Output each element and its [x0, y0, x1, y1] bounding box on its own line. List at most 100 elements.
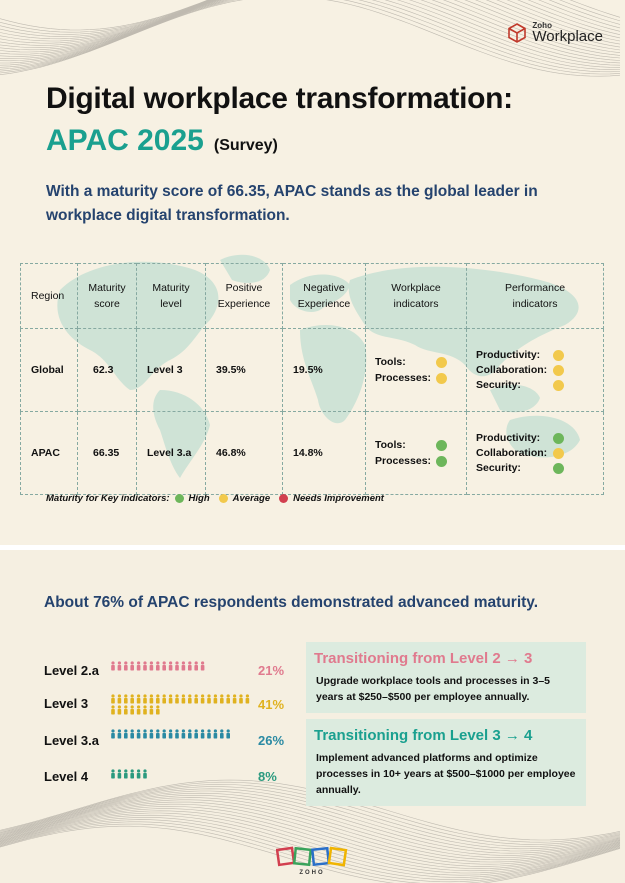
person-icon — [117, 729, 122, 739]
subtitle: With a maturity score of 66.35, APAC sta… — [46, 183, 538, 224]
person-icon — [117, 705, 122, 715]
col-score-header: Maturity score — [77, 263, 137, 329]
col-positive-header: Positive Experience — [205, 263, 283, 329]
legend-average: Average — [232, 493, 271, 504]
person-icon — [181, 661, 186, 671]
person-icon — [226, 729, 230, 739]
cell-performance-indicators: Productivity: Collaboration: Security: — [466, 328, 604, 412]
person-icon — [156, 661, 160, 671]
status-dot — [436, 356, 447, 368]
person-icon — [200, 661, 205, 671]
person-icon — [175, 694, 179, 704]
person-icon — [143, 661, 147, 671]
transition-title: Transitioning from Level 2 → 3 — [314, 650, 533, 667]
person-icon — [130, 729, 134, 739]
indicator-security: Security: — [476, 379, 564, 391]
person-icon — [149, 694, 154, 704]
table-header-row: Region Maturity score Maturity level Pos… — [20, 263, 604, 329]
person-icon — [168, 661, 173, 671]
zoho-workplace-logo[interactable]: Zoho Workplace — [506, 22, 603, 44]
person-icon — [207, 694, 211, 704]
person-icon — [245, 694, 250, 704]
indicator-productivity: Productivity: — [476, 432, 564, 444]
person-icon — [130, 705, 134, 715]
person-icon — [111, 729, 115, 739]
status-dot — [553, 447, 564, 459]
person-icon — [175, 661, 179, 671]
legend-average-dot — [218, 494, 228, 503]
person-icon — [124, 729, 128, 739]
col-workplace-header: Workplace indicators — [365, 263, 467, 329]
indicator-productivity: Productivity: — [476, 349, 564, 361]
person-icon — [117, 694, 122, 704]
person-icon — [168, 694, 173, 704]
level-label: Level 2.a — [44, 663, 99, 678]
col-level-header: Maturity level — [136, 263, 206, 329]
cell-performance-indicators: Productivity: Collaboration: Security: — [466, 411, 604, 495]
transition-text: Implement advanced platforms and optimiz… — [316, 752, 576, 796]
transition-title: Transitioning from Level 3 → 4 — [314, 727, 533, 744]
legend-prefix: Maturity for Key indicators: — [46, 493, 170, 504]
person-icon — [232, 694, 237, 704]
cell-positive: 46.8% — [205, 411, 283, 495]
people-icons-level-2a — [111, 661, 205, 671]
person-icon — [117, 661, 122, 671]
title-suffix: (Survey) — [213, 137, 278, 154]
person-icon — [124, 769, 128, 779]
table-row: APAC 66.35 Level 3.a 46.8% 14.8% Tools: … — [20, 411, 604, 495]
person-icon — [220, 694, 224, 704]
person-icon — [162, 729, 166, 739]
table-row: Global 62.3 Level 3 39.5% 19.5% Tools: P… — [20, 328, 604, 412]
person-icon — [156, 694, 160, 704]
cell-workplace-indicators: Tools: Processes: — [365, 411, 467, 495]
cell-level: Level 3.a — [136, 411, 206, 495]
level-percent: 21% — [258, 663, 285, 678]
level-percent: 8% — [258, 769, 277, 784]
cell-positive: 39.5% — [205, 328, 283, 412]
person-icon — [194, 729, 198, 739]
status-dot — [553, 364, 564, 376]
person-icon — [181, 694, 186, 704]
person-icon — [130, 694, 134, 704]
indicator-tools: Tools: — [375, 356, 447, 368]
indicator-security: Security: — [476, 462, 564, 474]
person-icon — [162, 661, 166, 671]
person-icon — [136, 769, 141, 779]
indicator-tools: Tools: — [375, 439, 447, 451]
person-icon — [130, 661, 134, 671]
section-divider — [0, 545, 625, 550]
person-icon — [194, 694, 198, 704]
level-percent: 26% — [258, 733, 285, 748]
person-icon — [181, 729, 186, 739]
person-icon — [194, 661, 198, 671]
person-icon — [207, 729, 211, 739]
legend-high-dot — [174, 494, 184, 503]
person-icon — [143, 729, 147, 739]
person-icon — [200, 694, 205, 704]
person-icon — [143, 694, 147, 704]
level-label: Level 3.a — [44, 733, 99, 748]
zoho-logo: ZOHO — [276, 846, 348, 876]
cell-region: Global — [20, 328, 78, 412]
indicator-processes: Processes: — [375, 372, 447, 384]
person-icon — [136, 729, 141, 739]
indicator-collaboration: Collaboration: — [476, 447, 564, 459]
person-icon — [226, 694, 230, 704]
status-dot — [553, 379, 564, 391]
status-dot — [436, 372, 447, 384]
cell-region: APAC — [20, 411, 78, 495]
page-title: Digital workplace transformation: — [46, 82, 513, 115]
people-icons-level-3 — [111, 694, 250, 715]
person-icon — [175, 729, 179, 739]
person-icon — [136, 705, 141, 715]
person-icon — [143, 705, 147, 715]
person-icon — [111, 694, 115, 704]
title-highlight: APAC 2025 — [46, 124, 204, 157]
person-icon — [162, 694, 166, 704]
status-dot — [553, 349, 564, 361]
maturity-table: Region Maturity score Maturity level Pos… — [20, 263, 604, 495]
cube-icon — [508, 23, 527, 43]
advanced-heading: About 76% of APAC respondents demonstrat… — [44, 594, 539, 611]
person-icon — [156, 705, 160, 715]
transition-box-2-3: Transitioning from Level 2 → 3 Upgrade w… — [306, 642, 586, 713]
